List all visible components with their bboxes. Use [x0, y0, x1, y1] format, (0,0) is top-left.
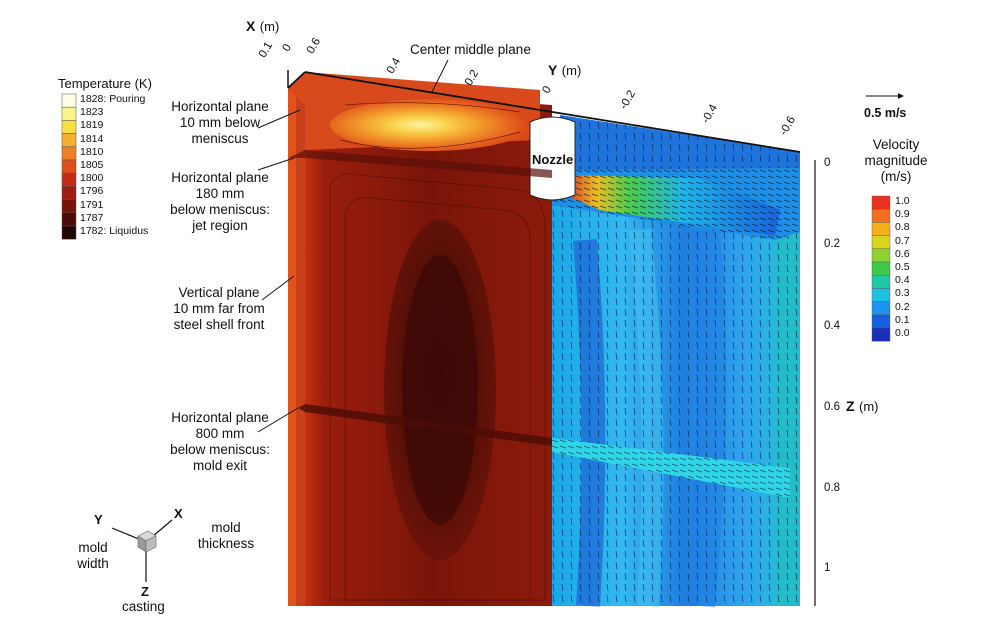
z-tick: 0.8 — [824, 482, 840, 494]
velocity-color-swatch — [871, 248, 891, 263]
z-axis-title: Z (m) — [846, 398, 879, 414]
vertical-plane-label: Vertical plane 10 mm far from steel shel… — [173, 285, 265, 332]
nozzle-label: Nozzle — [532, 152, 574, 167]
velocity-color-swatch — [871, 261, 891, 276]
nozzle-shape — [529, 116, 576, 201]
velocity-legend-entry: 0.8 — [895, 221, 910, 234]
temperature-color-swatch — [61, 212, 77, 227]
temperature-color-swatch — [61, 199, 77, 214]
plane-800mm-label: Horizontal plane 800 mm below meniscus: … — [170, 410, 270, 473]
velocity-legend-entry: 0.0 — [895, 327, 910, 339]
triad-y-label: Y — [94, 512, 103, 527]
velocity-colorbar — [871, 195, 891, 342]
temperature-color-swatch — [61, 133, 77, 148]
velocity-legend-entry: 0.7 — [895, 234, 910, 247]
temperature-legend-entry: 1823 — [80, 106, 104, 119]
temperature-color-swatch — [61, 120, 77, 134]
shell-front-edge — [288, 84, 296, 606]
temperature-color-swatch — [61, 186, 77, 200]
x-axis-title: X (m) — [246, 18, 280, 34]
velocity-reference-label: 0.5 m/s — [864, 106, 907, 120]
temperature-legend-entry: 1828: Pouring — [80, 93, 146, 105]
velocity-legend-entry: 0.3 — [895, 287, 910, 300]
temperature-legend-title: Temperature (K) — [58, 76, 152, 91]
z-tick: 0.4 — [824, 320, 840, 332]
velocity-color-swatch — [871, 314, 891, 329]
center-middle-plane-label: Center middle plane — [410, 42, 531, 57]
triad-x-desc: mold thickness — [197, 520, 255, 551]
velocity-legend-entry: 0.4 — [895, 274, 910, 287]
triad-x-label: X — [174, 506, 183, 521]
temperature-color-swatch — [61, 159, 77, 174]
mold-exit-plane-red — [298, 404, 552, 446]
temperature-legend-entry: 1800 — [80, 172, 104, 185]
temperature-legend-entry: 1814 — [80, 132, 104, 145]
triad-z-desc: casting — [122, 599, 165, 614]
velocity-legend-entry: 0.6 — [895, 247, 910, 260]
temperature-color-swatch — [61, 225, 77, 240]
velocity-legend-entry: 1.0 — [895, 195, 910, 207]
velocity-color-swatch — [871, 288, 891, 302]
temperature-color-swatch — [61, 172, 77, 187]
temperature-legend-entry: 1791 — [80, 198, 104, 211]
orientation-triad — [111, 519, 173, 582]
z-tick: 0.6 — [824, 401, 840, 413]
velocity-color-swatch — [871, 208, 891, 223]
velocity-color-swatch — [871, 275, 891, 289]
temperature-legend-entry: 1810 — [80, 145, 104, 158]
velocity-color-swatch — [871, 327, 891, 342]
velocity-color-swatch — [871, 301, 891, 316]
z-tick: 1 — [824, 562, 831, 574]
temperature-color-swatch — [61, 106, 77, 121]
velocity-legend-entry: 0.2 — [895, 300, 910, 313]
temperature-legend-entry: 1787 — [80, 211, 104, 224]
y-axis-title: Y (m) — [548, 62, 582, 78]
triad-y-desc: mold width — [77, 540, 109, 571]
plane-10mm-label: Horizontal plane 10 mm below meniscus — [171, 99, 269, 146]
velocity-legend-entry: 0.9 — [895, 208, 910, 221]
velocity-color-swatch — [871, 222, 891, 236]
hot-region — [330, 99, 530, 151]
temperature-colorbar — [61, 93, 77, 240]
velocity-legend-title: Velocity magnitude (m/s) — [864, 137, 928, 184]
y-axis-line — [304, 71, 801, 153]
velocity-color-swatch — [871, 195, 891, 210]
velocity-color-swatch — [871, 235, 891, 250]
z-tick: 0.2 — [824, 238, 840, 250]
temperature-legend-entry: 1796 — [80, 185, 104, 198]
temperature-color-swatch — [61, 146, 77, 161]
z-tick: 0 — [824, 157, 831, 169]
velocity-legend-entry: 0.5 — [895, 261, 910, 273]
triad-z-label: Z — [141, 584, 149, 599]
temperature-color-swatch — [61, 93, 77, 108]
velocity-legend-entry: 0.1 — [895, 313, 910, 326]
temperature-legend-entry: 1805 — [80, 159, 104, 171]
plane-180mm-label: Horizontal plane 180 mm below meniscus: … — [170, 170, 270, 233]
temperature-legend-entry: 1782: Liquidus — [80, 225, 149, 237]
temperature-legend-entry: 1819 — [80, 119, 104, 132]
